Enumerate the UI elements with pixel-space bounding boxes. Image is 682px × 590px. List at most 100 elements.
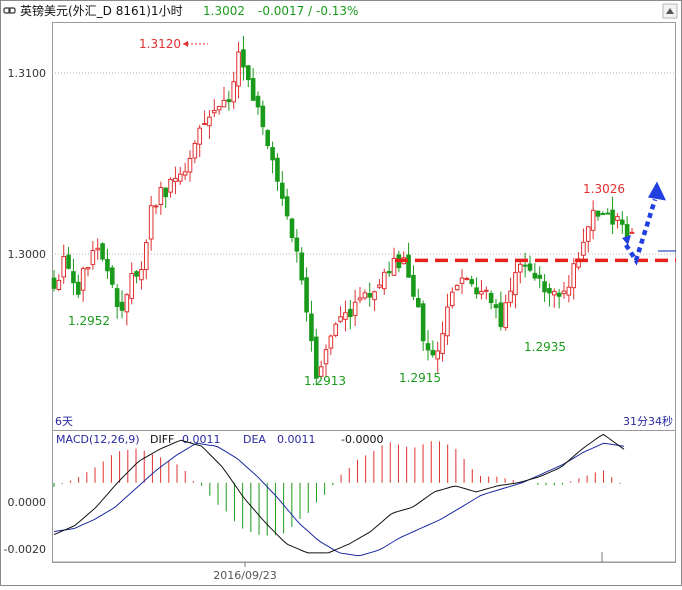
- candle-down: [542, 281, 547, 293]
- candle-down: [493, 304, 499, 309]
- candle-down: [66, 254, 71, 269]
- candle-up: [197, 127, 203, 145]
- countdown-label: 31分34秒: [623, 414, 673, 428]
- candle-down: [347, 308, 353, 318]
- candle-up: [362, 292, 368, 299]
- forecast-arrow-tail: [622, 235, 631, 245]
- candle-up: [153, 205, 159, 208]
- dea-label: DEA: [243, 433, 266, 446]
- candle-down: [289, 218, 295, 239]
- candle-down: [245, 65, 251, 81]
- candle-up: [513, 272, 518, 296]
- candle-down: [537, 274, 543, 279]
- candle-up: [192, 142, 198, 159]
- dea-value: 0.0011: [277, 433, 316, 446]
- candle-up: [216, 105, 222, 111]
- candle-down: [250, 78, 256, 101]
- macd-tick-label: 0.0000: [8, 496, 47, 509]
- macd-tick-label: -0.0020: [4, 543, 46, 556]
- candle-up: [187, 157, 193, 173]
- price-tick-label: 1.3100: [8, 67, 47, 80]
- candle-up: [177, 173, 183, 182]
- link-icon[interactable]: [3, 7, 16, 14]
- macd-plot-area: [52, 430, 676, 563]
- candle-up: [508, 290, 513, 303]
- annotation-pointer-head: [183, 40, 188, 47]
- candle-up: [561, 290, 567, 295]
- candle-up: [148, 205, 154, 240]
- candle-up: [143, 242, 149, 271]
- candle-down: [527, 263, 533, 271]
- candle-up: [352, 301, 358, 316]
- candle-down: [532, 272, 538, 279]
- scroll-up-icon[interactable]: [662, 3, 678, 19]
- candle-down: [279, 182, 285, 199]
- symbol-title: 英镑美元(外汇_D 8161)1小时: [20, 3, 183, 18]
- candle-down: [75, 281, 81, 295]
- candle-down: [294, 237, 300, 252]
- candle-down: [284, 196, 290, 217]
- candle-down: [624, 224, 630, 238]
- candle-up: [129, 273, 135, 299]
- candle-up: [95, 247, 101, 251]
- price-plot-area: [52, 22, 676, 431]
- candle-down: [299, 252, 305, 281]
- candle-down: [425, 343, 431, 351]
- forecast-arrow-path: [624, 198, 658, 266]
- candle-up: [357, 297, 363, 301]
- candle-up: [139, 269, 144, 281]
- candle-down: [610, 209, 615, 225]
- candle-down: [411, 274, 416, 297]
- candle-down: [420, 303, 426, 342]
- candle-down: [367, 293, 373, 298]
- candle-up: [629, 231, 635, 234]
- candle-up: [435, 350, 441, 360]
- candle-down: [498, 302, 504, 328]
- candle-up: [56, 279, 62, 290]
- candle-up: [445, 306, 450, 337]
- candlestick-series: [51, 35, 635, 386]
- candle-down: [605, 212, 611, 215]
- candle-down: [255, 95, 261, 108]
- candle-up: [61, 256, 67, 278]
- annotation-high-label: 1.3120: [139, 37, 181, 51]
- price-panel: 1.3100 1.3000 6天 31分34秒: [8, 22, 676, 431]
- candle-up: [338, 316, 343, 322]
- candle-up: [80, 268, 86, 291]
- annotation-low-label: 1.2952: [68, 314, 110, 328]
- candle-up: [211, 109, 217, 114]
- macd-value: -0.0000: [341, 433, 383, 446]
- candle-down: [114, 288, 120, 308]
- candle-down: [109, 267, 115, 285]
- candle-up: [343, 312, 348, 320]
- candle-down: [260, 105, 266, 128]
- candle-up: [377, 284, 382, 288]
- candle-down: [304, 277, 309, 313]
- diff-value: 0.0011: [182, 433, 221, 446]
- candle-down: [469, 279, 475, 285]
- candle-down: [619, 219, 625, 225]
- candle-down: [386, 270, 392, 274]
- macd-series: [53, 433, 625, 557]
- x-axis: 2016/09/23: [52, 552, 676, 582]
- price-annotations: 1.3120 1.2952 1.2913 1.2915 1.2935 1.3026: [68, 37, 676, 388]
- candle-down: [309, 313, 314, 342]
- candle-up: [202, 122, 207, 125]
- candle-down: [474, 287, 479, 295]
- last-price: 1.3002: [203, 4, 245, 18]
- candle-up: [236, 51, 241, 87]
- candle-down: [415, 297, 421, 308]
- candle-down: [100, 243, 105, 260]
- candle-up: [168, 178, 173, 193]
- candle-up: [454, 284, 460, 291]
- candle-up: [517, 263, 523, 273]
- candle-up: [503, 302, 509, 329]
- candle-down: [556, 292, 562, 297]
- candle-down: [105, 258, 110, 272]
- x-date-label: 2016/09/23: [213, 569, 276, 582]
- candle-up: [182, 171, 188, 176]
- candle-up: [615, 216, 620, 222]
- diff-label: DIFF: [150, 433, 174, 446]
